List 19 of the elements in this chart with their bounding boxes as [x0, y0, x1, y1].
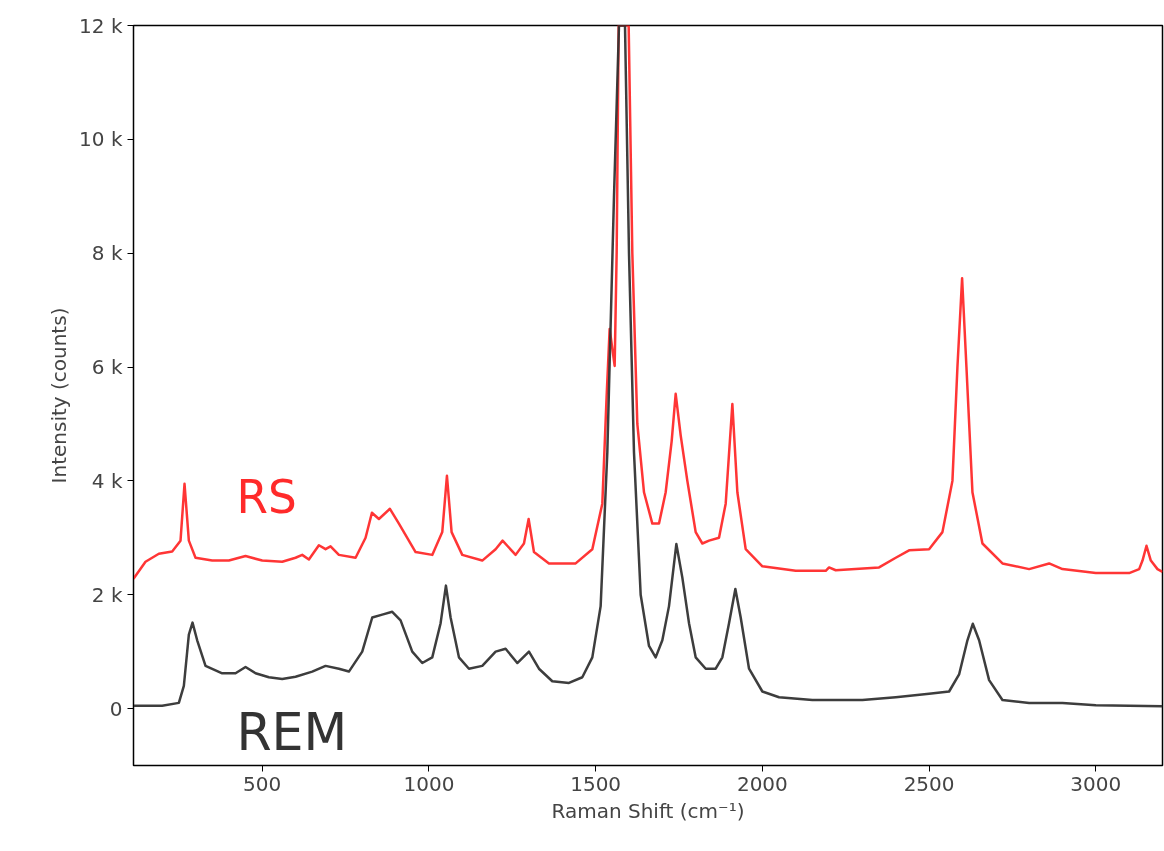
y-tick-label: 0 — [109, 696, 123, 721]
y-tick-label: 8 k — [91, 241, 123, 266]
x-tick-label: 2000 — [736, 771, 788, 796]
y-axis-title: Intensity (counts) — [47, 307, 72, 484]
series-label: REM — [236, 702, 348, 762]
y-tick-label: 10 k — [79, 127, 123, 152]
x-tick-label: 500 — [243, 771, 282, 796]
line-series — [133, 25, 1163, 581]
line-series — [133, 25, 1163, 708]
x-tick-label: 3000 — [1070, 771, 1122, 796]
y-tick-label: 6 k — [91, 355, 123, 380]
x-axis-title: Raman Shift (cm⁻¹) — [551, 798, 745, 823]
x-tick-label: 2500 — [903, 771, 955, 796]
x-tick-label: 1500 — [570, 771, 622, 796]
y-tick-label: 4 k — [91, 468, 123, 493]
series-label: RS — [236, 470, 297, 524]
y-tick-label: 2 k — [91, 582, 123, 607]
y-tick-label: 12 k — [79, 13, 123, 38]
x-tick-label: 1000 — [403, 771, 455, 796]
